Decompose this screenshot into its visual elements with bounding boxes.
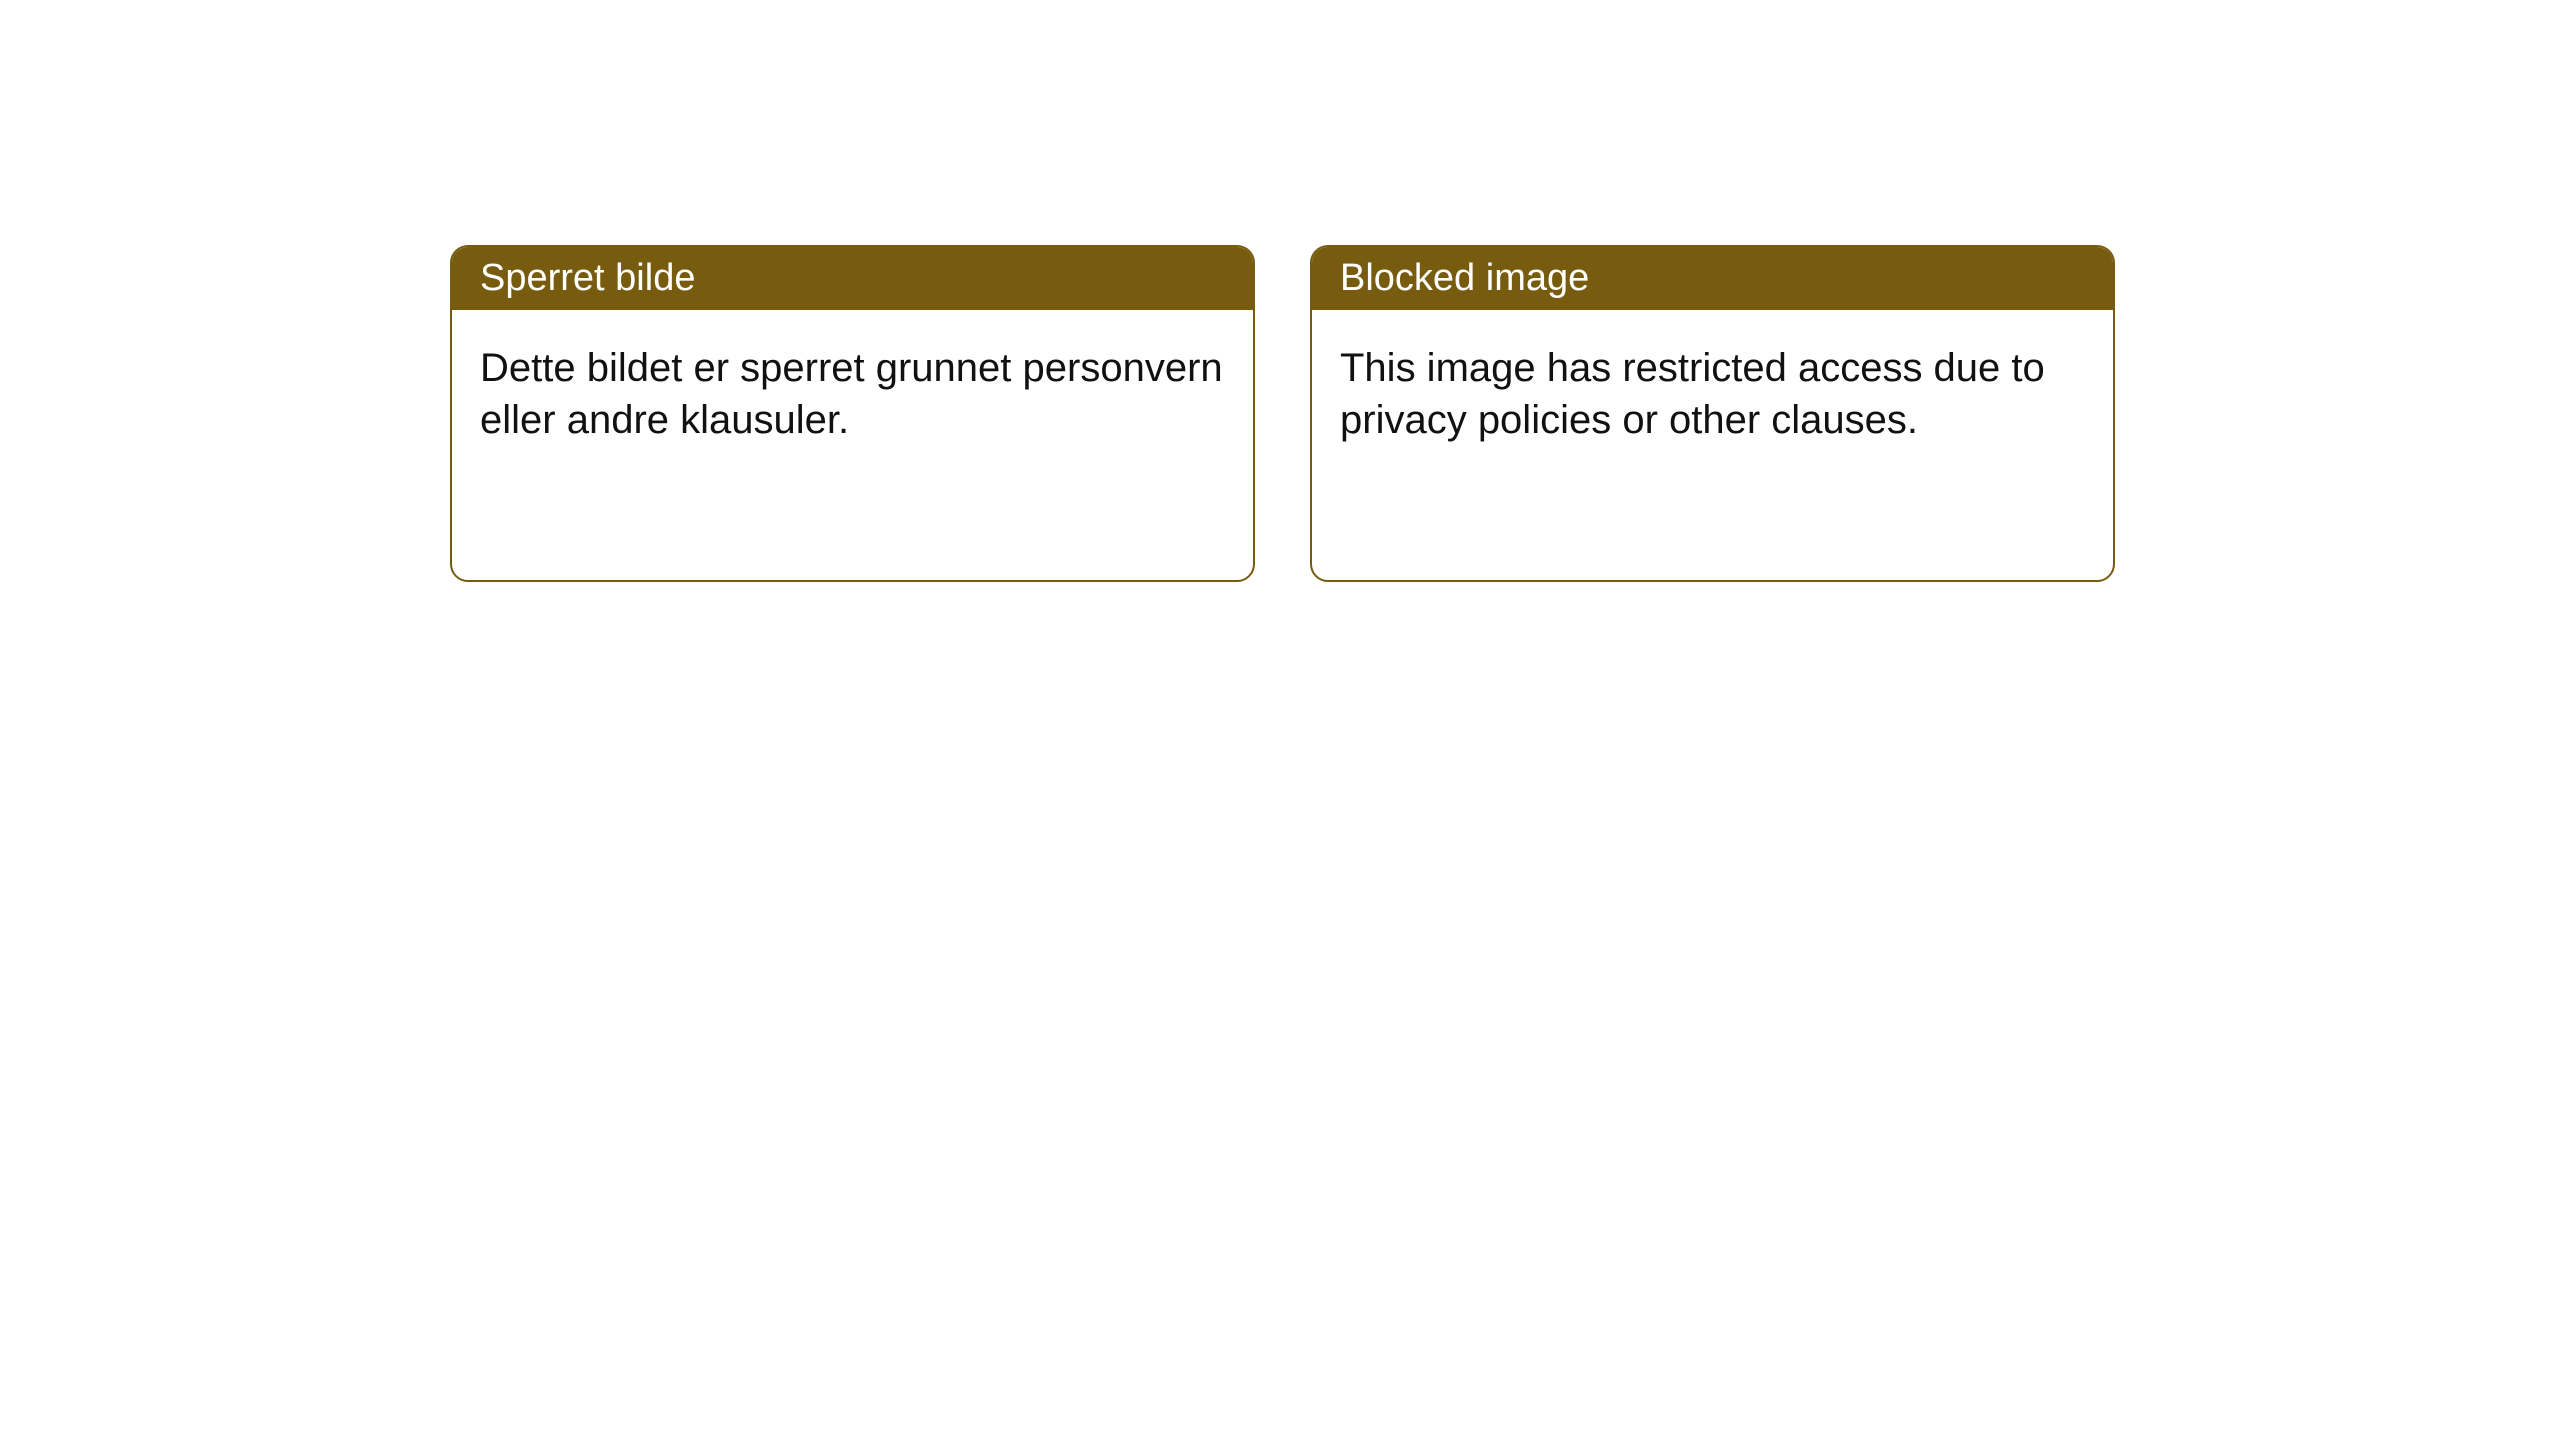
notice-title: Sperret bilde <box>480 257 695 299</box>
notice-body-text: Dette bildet er sperret grunnet personve… <box>480 346 1223 442</box>
notice-body: Dette bildet er sperret grunnet personve… <box>452 310 1253 580</box>
notice-card-english: Blocked image This image has restricted … <box>1310 245 2115 582</box>
notice-header: Blocked image <box>1312 247 2113 310</box>
notice-title: Blocked image <box>1340 257 1589 299</box>
notice-card-norwegian: Sperret bilde Dette bildet er sperret gr… <box>450 245 1255 582</box>
notice-header: Sperret bilde <box>452 247 1253 310</box>
notice-body: This image has restricted access due to … <box>1312 310 2113 580</box>
notice-container: Sperret bilde Dette bildet er sperret gr… <box>0 0 2560 582</box>
notice-body-text: This image has restricted access due to … <box>1340 346 2045 442</box>
